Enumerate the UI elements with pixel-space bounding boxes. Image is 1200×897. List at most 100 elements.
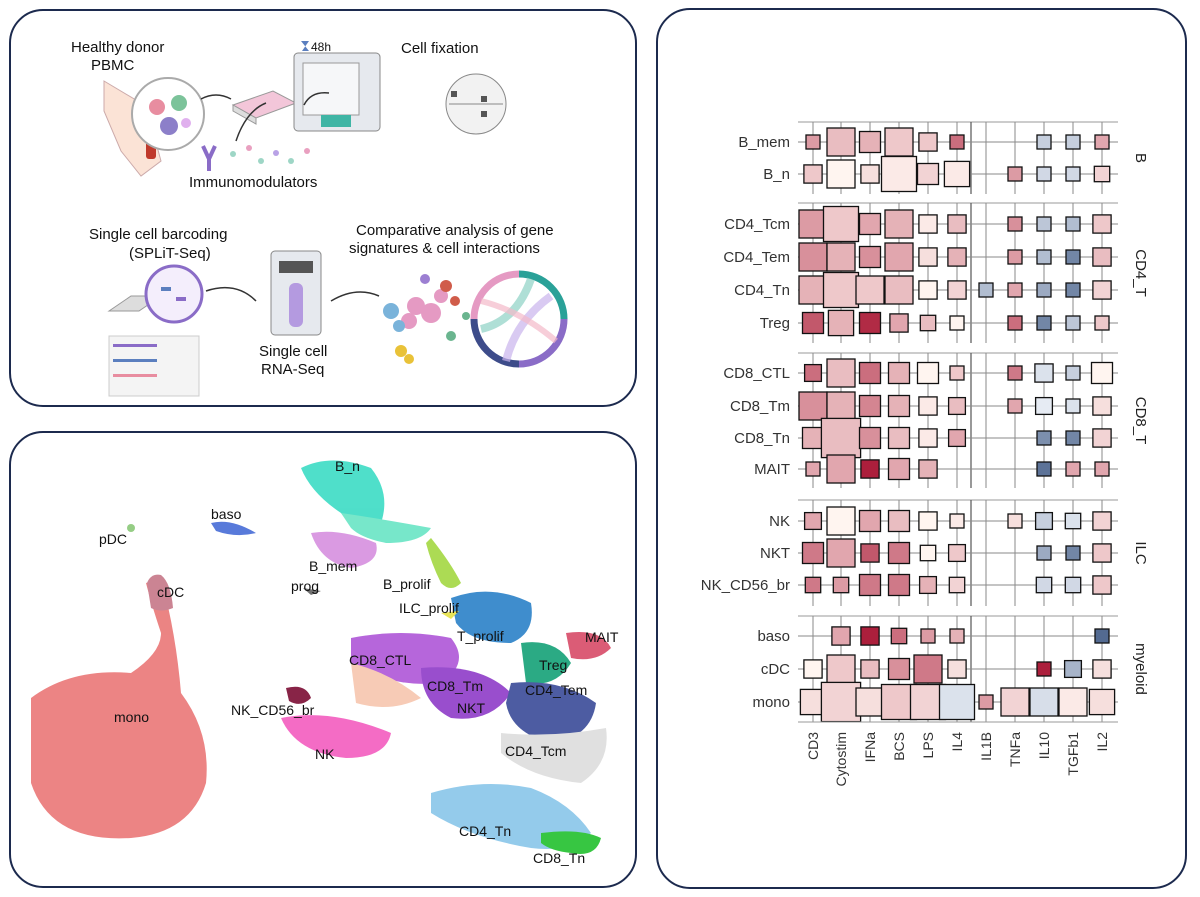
heatmap-cell [1035,576,1053,594]
heatmap-cell [949,628,965,644]
comparative-sublabel: signatures & cell interactions [349,240,540,257]
heatmap-cell [822,271,860,309]
heatmap-cell [887,509,911,533]
heatmap-cell [887,394,911,418]
group-label: CD8_T [1132,397,1149,445]
heatmap-cell [890,627,908,645]
heatmap-cell [858,573,882,597]
heatmap-cell [1036,430,1052,446]
rnaseq-sublabel: RNA-Seq [261,361,325,378]
barcoding-sublabel: (SPLiT-Seq) [129,245,211,262]
umap-label: B_n [335,458,360,474]
umap-label: pDC [99,531,127,547]
umap-label: CD4_Tem [525,682,587,698]
heatmap-cell [916,361,940,385]
pbmc-cells-icon [131,77,205,151]
heatmap-cell [948,576,966,594]
cd8-tn-cluster [541,831,601,854]
umap-label: prog [291,578,319,594]
heatmap-cell [820,681,862,723]
row-label: NK_CD56_br [701,577,790,594]
row-label: CD4_Tn [734,282,790,299]
heatmap-cell [798,275,828,305]
heatmap-cell [1034,396,1054,416]
cd8-ctl-light [351,663,421,707]
heatmap-cell [1007,513,1023,529]
heatmap-cell [947,214,967,234]
pdc-cluster [127,524,135,532]
cd8-tm-cluster [421,667,511,719]
ilc-prolif-cluster [441,611,459,619]
timer-label: 48h [311,40,332,54]
heatmap-cell [1092,575,1112,595]
heatmap-cell [1093,165,1111,183]
heatmap-cell [858,130,882,154]
heatmap-cell [801,311,825,335]
barcoding-icon [107,264,204,397]
arrow [235,102,267,142]
heatmap-cell [826,538,856,568]
heatmap-cell [1065,315,1081,331]
cd4-tem-cluster [506,682,596,743]
heatmap-cell [858,245,882,269]
umap-label: T_prolif [457,628,504,644]
column-label: TNFa [1007,732,1023,767]
heatmap-cell [805,461,821,477]
baso-cluster [211,521,256,536]
t-prolif-cluster [451,591,532,643]
heatmap-cell [918,459,938,479]
heatmap-cell [860,659,880,679]
heatmap-cell [884,275,914,305]
column-label: TGFb1 [1065,732,1081,776]
heatmap-cell [918,247,938,267]
row-label: CD4_Tcm [724,216,790,233]
rnaseq-label: Single cell [259,343,328,360]
cluster-plot-icon [383,274,470,364]
umap-label: Treg [539,657,567,673]
heatmap-cell [1092,543,1112,563]
antibody-icon [201,145,217,171]
row-label: NK [769,513,790,530]
row-label: Treg [760,315,790,332]
row-label: mono [752,694,790,711]
umap-label: baso [211,506,242,522]
heatmap-cell [826,358,856,388]
heatmap-cell [1065,249,1081,265]
heatmap-cell [1092,247,1112,267]
mono-cluster [31,578,207,839]
row-label: MAIT [754,461,790,478]
heatmap-cell [1007,282,1023,298]
column-label: IL10 [1036,732,1052,759]
hourglass-icon [301,41,309,51]
heatmap-cell [826,159,856,189]
expression-heatmap: B B_mem B_n CD4_T CD4_Tcm CD4_Tem CD4_Tn Treg CD… [701,121,1149,786]
heatmap-cell [822,205,860,243]
heatmap-cell [858,394,882,418]
heatmap-cell [920,628,936,644]
heatmap-cell [918,575,938,595]
heatmap-cell [947,396,967,416]
heatmap-cell [801,426,825,450]
group-label: CD4_T [1132,249,1149,297]
heatmap-cell [1092,511,1112,531]
heatmap-cell [880,155,918,193]
heatmap-cell [1094,461,1110,477]
heatmap-cell [1036,134,1052,150]
heatmap-cell [949,134,965,150]
heatmap-cell [803,164,823,184]
heatmap-cell [826,654,856,684]
heatmap-cell [889,313,909,333]
heatmap-cell [918,511,938,531]
heatmap-cell [1065,365,1081,381]
column-label: Cytostim [833,732,849,786]
heatmap-cell [916,162,940,186]
b-mem-cluster [311,531,377,568]
heatmap-cell [1065,461,1081,477]
umap-label: mono [114,709,149,725]
heatmap-cell [913,654,943,684]
incubator-icon [293,52,381,132]
cdc-cluster [147,574,173,611]
heatmap-cell [978,694,994,710]
heatmap-cell [1088,688,1116,716]
prog-cluster [303,588,321,595]
